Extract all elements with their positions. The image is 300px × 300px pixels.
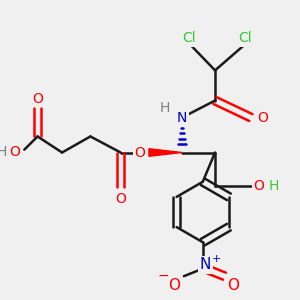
Text: H: H xyxy=(160,101,170,115)
Text: N: N xyxy=(177,111,187,124)
Text: O: O xyxy=(168,278,180,293)
Text: O: O xyxy=(32,92,43,106)
Text: +: + xyxy=(211,254,221,264)
Text: Cl: Cl xyxy=(238,31,252,45)
Text: N: N xyxy=(200,257,211,272)
Text: H: H xyxy=(268,178,279,193)
Text: Cl: Cl xyxy=(183,31,196,45)
Text: O: O xyxy=(257,111,268,124)
Text: O: O xyxy=(115,192,126,206)
Text: O: O xyxy=(9,145,20,159)
Text: O: O xyxy=(134,146,145,160)
Text: O: O xyxy=(227,278,239,293)
Text: O: O xyxy=(253,178,264,193)
Polygon shape xyxy=(149,149,182,156)
Text: −: − xyxy=(157,269,169,283)
Text: H: H xyxy=(0,145,7,159)
